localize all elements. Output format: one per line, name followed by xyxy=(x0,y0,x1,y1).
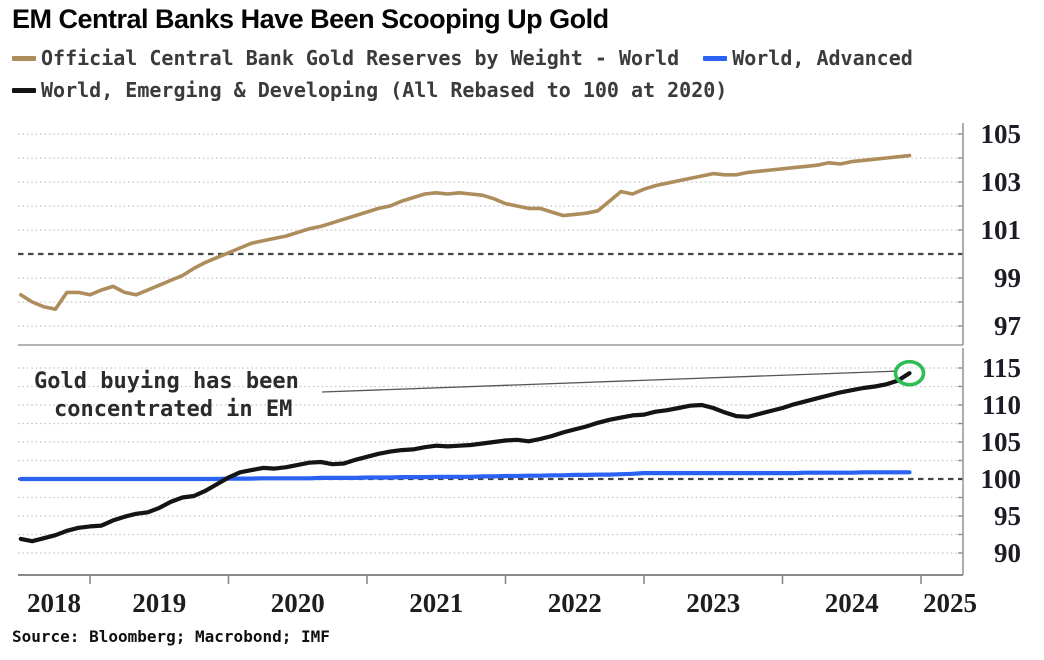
annotation-line2: concentrated in EM xyxy=(54,397,293,422)
ytick-label-115-panel2: 115 xyxy=(982,353,1021,383)
ytick-label-101-panel1: 101 xyxy=(981,215,1022,245)
source-text: Source: Bloomberg; Macrobond; IMF xyxy=(12,627,330,646)
ytick-label-105-panel1: 105 xyxy=(981,119,1022,149)
legend-row-2: World, Emerging & Developing (All Rebase… xyxy=(12,78,727,102)
legend-swatch-world-advanced xyxy=(703,55,728,61)
legend-label-world-emerging: World, Emerging & Developing (All Rebase… xyxy=(41,78,728,102)
legend-row-1: Official Central Bank Gold Reserves by W… xyxy=(12,46,913,70)
legend-swatch-world-emerging xyxy=(12,87,36,93)
ytick-label-103-panel1: 103 xyxy=(981,167,1022,197)
year-label-2022: 2022 xyxy=(548,588,602,618)
legend-item-world-advanced: World, Advanced xyxy=(703,46,913,70)
annotation-gold-buying: Gold buying has been concentrated in EM xyxy=(34,368,299,424)
ytick-label-110-panel2: 110 xyxy=(982,390,1021,420)
year-label-2020: 2020 xyxy=(271,588,325,618)
ytick-label-100-panel2: 100 xyxy=(981,464,1022,494)
ytick-label-90-panel2: 90 xyxy=(994,538,1021,568)
legend-item-world-gold: Official Central Bank Gold Reserves by W… xyxy=(12,46,679,70)
annotation-line1: Gold buying has been xyxy=(34,369,299,394)
endpoint-highlight-circle xyxy=(893,359,926,387)
series-line-world-advanced xyxy=(18,470,912,482)
year-label-2018: 2018 xyxy=(27,588,81,618)
chart-title: EM Central Banks Have Been Scooping Up G… xyxy=(12,4,609,34)
year-label-2019: 2019 xyxy=(132,588,186,618)
year-label-2023: 2023 xyxy=(686,588,740,618)
legend-label-world-gold: Official Central Bank Gold Reserves by W… xyxy=(41,46,680,70)
ytick-label-99-panel1: 99 xyxy=(994,263,1021,293)
legend-label-world-advanced: World, Advanced xyxy=(732,46,913,70)
series-line-world-emerging-developing xyxy=(18,371,912,544)
legend-swatch-world-gold xyxy=(12,55,36,61)
annotation-leader-line xyxy=(321,370,895,393)
ytick-label-105-panel2: 105 xyxy=(981,427,1022,457)
ytick-label-97-panel1: 97 xyxy=(994,311,1021,341)
series-line-official-central-bank-gold-reserves-by-weight-world xyxy=(18,153,912,312)
year-label-2025: 2025 xyxy=(923,588,977,618)
year-label-2024: 2024 xyxy=(825,588,879,618)
legend-item-world-emerging: World, Emerging & Developing (All Rebase… xyxy=(12,78,727,102)
year-label-2021: 2021 xyxy=(409,588,463,618)
ytick-label-95-panel2: 95 xyxy=(994,501,1021,531)
